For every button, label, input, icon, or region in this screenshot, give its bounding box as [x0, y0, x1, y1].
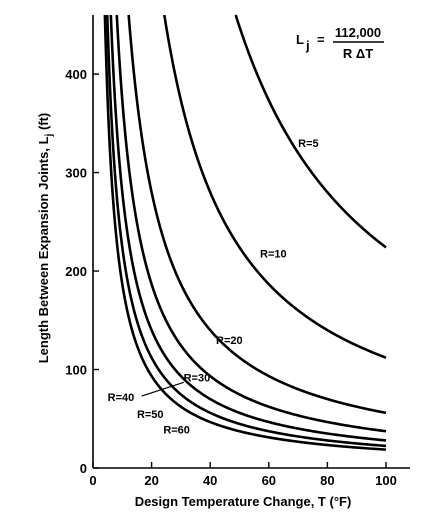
series-line-r60 — [103, 14, 387, 451]
formula-lhs-subscript: j — [305, 38, 310, 53]
series-line-r10 — [163, 14, 387, 359]
series-line-r20 — [127, 14, 387, 415]
y-tick-label: 400 — [65, 67, 87, 82]
series-line-r50 — [105, 14, 387, 448]
formula-denominator: R ΔT — [343, 46, 373, 61]
y-axis-title-unit: (ft) — [36, 113, 51, 134]
x-tick-label: 100 — [375, 473, 397, 488]
curve-label-r60: R=60 — [163, 425, 190, 437]
axes: 0 20 40 60 80 100 0 100 200 300 400 — [65, 15, 410, 488]
y-axis-title: Length Between Expansion Joints, Lj (ft) — [36, 113, 55, 364]
curve-label-r5: R=5 — [298, 138, 319, 150]
formula-lhs: L — [296, 32, 304, 47]
y-tick-label: 300 — [65, 166, 87, 181]
curves — [103, 14, 387, 451]
curve-label-r50: R=50 — [137, 409, 164, 421]
x-axis-title: Design Temperature Change, T (°F) — [135, 494, 352, 509]
x-tick-label: 60 — [262, 473, 276, 488]
formula-equals: = — [317, 32, 325, 47]
curve-label-r40: R=40 — [108, 392, 135, 404]
curve-label-r20: R=20 — [216, 335, 243, 347]
series-line-r5 — [234, 14, 387, 249]
x-tick-label: 20 — [144, 473, 158, 488]
curve-label-r30: R=30 — [184, 372, 211, 384]
formula-numerator: 112,000 — [335, 25, 381, 40]
curve-labels: R=5 R=10 R=20 R=30 R=40R=50 R=60 — [108, 138, 319, 437]
formula: L j = 112,000 R ΔT — [296, 25, 384, 61]
y-tick-label: 100 — [65, 363, 87, 378]
x-tick-label: 0 — [89, 473, 96, 488]
y-axis-title-main: Length Between Expansion Joints, L — [36, 136, 51, 363]
curve-label-r10: R=10 — [260, 248, 287, 260]
y-axis-title-subscript: j — [44, 133, 55, 137]
x-tick-label: 80 — [320, 473, 334, 488]
series-line-r30 — [115, 14, 387, 433]
y-tick-label: 0 — [80, 461, 87, 476]
y-tick-label: 200 — [65, 264, 87, 279]
curve-label-leader — [141, 381, 185, 397]
series-line-r40 — [109, 14, 387, 442]
x-tick-label: 40 — [203, 473, 217, 488]
